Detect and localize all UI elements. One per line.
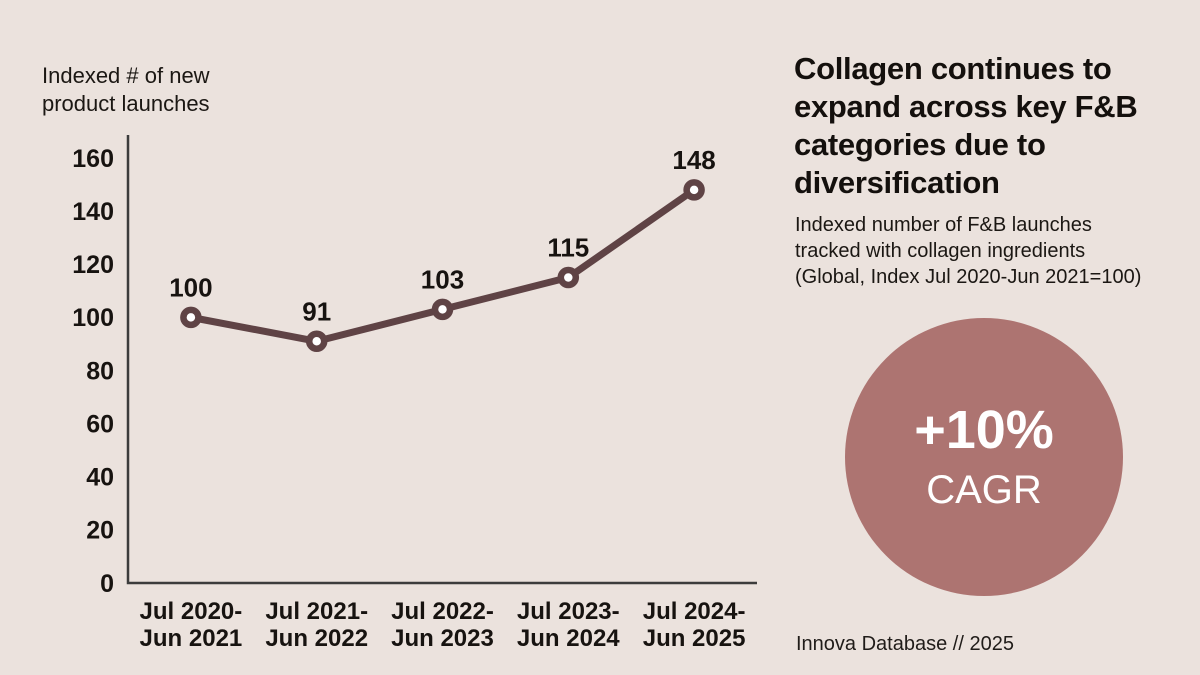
y-tick-label: 120 xyxy=(72,251,114,279)
y-tick-label: 80 xyxy=(86,357,114,385)
x-tick-label-line1: Jul 2024- xyxy=(643,598,746,625)
data-point-label: 115 xyxy=(547,233,589,263)
data-point-label: 100 xyxy=(169,272,212,302)
launch-trend-chart: 0 20 40 60 80 100 120 140 160 100 91 103 115 148 Jul 2… xyxy=(72,135,757,652)
y-tick-label: 60 xyxy=(86,410,114,438)
y-tick-label: 0 xyxy=(100,570,114,598)
data-point-marker xyxy=(557,266,580,289)
x-tick-label-line2: Jun 2024 xyxy=(517,625,620,652)
chart-description: Indexed number of F&B launches tracked w… xyxy=(795,214,1142,288)
x-tick-label-line2: Jun 2023 xyxy=(391,625,494,652)
data-point-label: 91 xyxy=(302,296,331,326)
y-tick-label: 40 xyxy=(86,464,114,492)
x-tick-label-line1: Jul 2022- xyxy=(391,598,494,625)
cagr-badge-circle: +10% CAGR xyxy=(845,318,1123,596)
x-tick-label-line1: Jul 2021- xyxy=(265,598,368,625)
x-tick-label-line2: Jun 2022 xyxy=(265,625,368,652)
y-axis-title: Indexed # of new product launches xyxy=(42,63,210,116)
cagr-value: +10% xyxy=(914,400,1054,460)
axes-lines xyxy=(126,135,757,585)
data-point-label: 103 xyxy=(421,264,464,294)
x-tick-label-line1: Jul 2023- xyxy=(517,598,620,625)
y-tick-label: 20 xyxy=(86,517,114,545)
headline: Collagen continues to expand across key … xyxy=(794,51,1138,200)
x-tick-label-line2: Jun 2025 xyxy=(643,625,746,652)
x-tick-label-line1: Jul 2020- xyxy=(140,598,243,625)
y-tick-label: 160 xyxy=(72,145,114,173)
y-tick-label: 100 xyxy=(72,304,114,332)
cagr-label: CAGR xyxy=(926,468,1042,512)
source-attribution: Innova Database // 2025 xyxy=(796,633,1014,655)
data-point-label: 148 xyxy=(672,145,715,175)
y-tick-label: 140 xyxy=(72,198,114,226)
x-tick-label-line2: Jun 2021 xyxy=(140,625,243,652)
data-point-marker xyxy=(683,179,705,201)
data-point-marker xyxy=(305,330,328,353)
data-point-marker xyxy=(180,306,202,329)
data-point-marker xyxy=(431,298,454,321)
